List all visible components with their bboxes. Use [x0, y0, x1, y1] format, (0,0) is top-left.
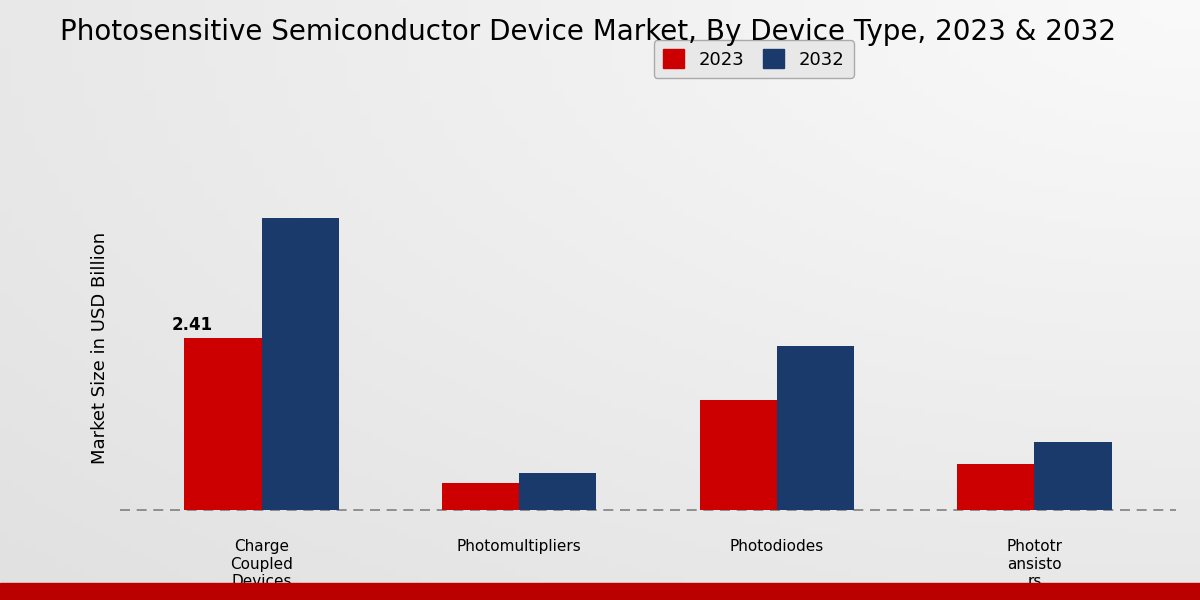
- Bar: [185, 338, 262, 510]
- Bar: [958, 464, 1034, 510]
- Text: Photosensitive Semiconductor Device Market, By Device Type, 2023 & 2032: Photosensitive Semiconductor Device Mark…: [60, 18, 1116, 46]
- Bar: [262, 218, 338, 510]
- Bar: [1034, 442, 1111, 510]
- Bar: [700, 400, 776, 510]
- Text: 2.41: 2.41: [172, 316, 212, 334]
- Bar: [442, 483, 520, 510]
- Y-axis label: Market Size in USD Billion: Market Size in USD Billion: [91, 232, 109, 464]
- Bar: [776, 346, 854, 510]
- Bar: [520, 473, 596, 510]
- Legend: 2023, 2032: 2023, 2032: [654, 40, 853, 77]
